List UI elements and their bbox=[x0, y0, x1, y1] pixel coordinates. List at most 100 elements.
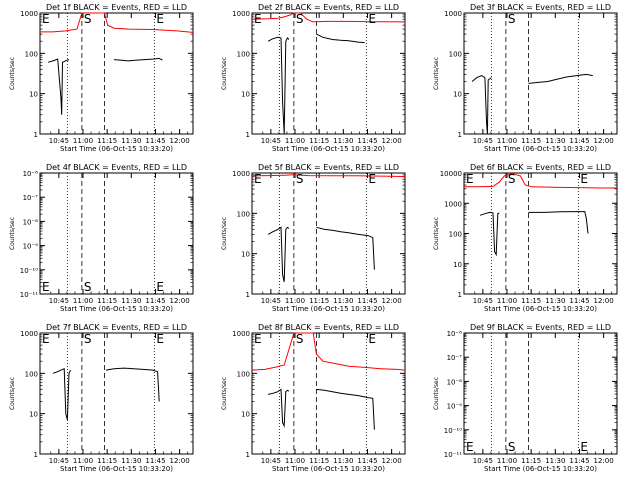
marker-label: E bbox=[368, 332, 376, 346]
x-tick-label: 11:45 bbox=[357, 297, 377, 305]
x-tick-label: 11:30 bbox=[545, 137, 565, 145]
events-series-line bbox=[316, 388, 375, 430]
marker-label: S bbox=[508, 12, 516, 26]
x-tick-label: 11:00 bbox=[497, 137, 517, 145]
y-tick-label: 1 bbox=[458, 291, 462, 299]
panel-title: Det 6f BLACK = Events, RED = LLD bbox=[470, 163, 611, 172]
x-axis-label: Start Time (06-Oct-15 10:33:20) bbox=[484, 465, 597, 473]
lld-series-line bbox=[464, 173, 617, 189]
y-tick-label: 10⁻¹⁰ bbox=[20, 267, 38, 275]
marker-label: S bbox=[296, 172, 304, 186]
x-tick-label: 10:45 bbox=[49, 297, 69, 305]
x-tick-label: 11:15 bbox=[309, 137, 329, 145]
y-tick-label: 10 bbox=[29, 411, 38, 419]
x-axis-label: Start Time (06-Oct-15 10:33:20) bbox=[272, 145, 385, 153]
y-axis-label: Counts/sec bbox=[9, 377, 16, 410]
x-tick-label: 12:00 bbox=[594, 297, 614, 305]
x-tick-label: 12:00 bbox=[170, 457, 190, 465]
x-tick-label: 12:00 bbox=[382, 297, 402, 305]
y-tick-label: 1 bbox=[34, 131, 38, 139]
y-axis-label: Counts/sec bbox=[433, 217, 440, 250]
marker-label: E bbox=[42, 332, 50, 346]
y-axis-label: Counts/sec bbox=[221, 377, 228, 410]
events-series-line bbox=[316, 33, 365, 44]
x-axis-label: Start Time (06-Oct-15 10:33:20) bbox=[272, 465, 385, 473]
x-tick-label: 10:45 bbox=[473, 457, 493, 465]
x-axis-label: Start Time (06-Oct-15 10:33:20) bbox=[484, 145, 597, 153]
y-tick-label: 10 bbox=[241, 251, 250, 259]
y-tick-label: 100 bbox=[237, 210, 250, 218]
x-tick-label: 11:45 bbox=[357, 137, 377, 145]
x-tick-label: 11:00 bbox=[497, 457, 517, 465]
y-tick-label: 100 bbox=[237, 370, 250, 378]
plot-frame bbox=[39, 172, 194, 295]
x-tick-label: 11:30 bbox=[545, 457, 565, 465]
marker-label: E bbox=[254, 12, 262, 26]
events-series-line bbox=[471, 75, 492, 135]
panel-title: Det 4f BLACK = Events, RED = LLD bbox=[46, 163, 187, 172]
x-tick-label: 10:45 bbox=[261, 457, 281, 465]
y-axis-label: Counts/sec bbox=[433, 377, 440, 410]
y-tick-label: 100 bbox=[449, 50, 462, 58]
marker-label: S bbox=[508, 172, 516, 186]
x-tick-label: 11:15 bbox=[97, 457, 117, 465]
panel-det-5: Det 5f BLACK = Events, RED = LLD Counts/s… bbox=[221, 163, 406, 313]
marker-label: E bbox=[466, 172, 474, 186]
y-tick-label: 1000 bbox=[444, 200, 462, 208]
y-tick-label: 10⁻⁹ bbox=[23, 243, 39, 251]
y-tick-label: 100 bbox=[25, 370, 38, 378]
y-axis-label: Counts/sec bbox=[9, 217, 16, 250]
x-tick-label: 11:15 bbox=[521, 137, 541, 145]
marker-label: S bbox=[296, 12, 304, 26]
marker-label: S bbox=[84, 280, 92, 294]
x-axis-label: Start Time (06-Oct-15 10:33:20) bbox=[60, 465, 173, 473]
x-tick-label: 12:00 bbox=[594, 457, 614, 465]
panel-det-7: Det 7f BLACK = Events, RED = LLD Counts/s… bbox=[9, 323, 194, 473]
panel-title: Det 8f BLACK = Events, RED = LLD bbox=[258, 323, 399, 332]
x-tick-label: 10:45 bbox=[49, 457, 69, 465]
x-tick-label: 11:45 bbox=[145, 457, 165, 465]
x-tick-label: 10:45 bbox=[473, 297, 493, 305]
x-tick-label: 11:45 bbox=[357, 457, 377, 465]
panel-det-2: Det 2f BLACK = Events, RED = LLD Counts/s… bbox=[221, 3, 406, 153]
events-series-line bbox=[105, 367, 160, 402]
panel-det-1: Det 1f BLACK = Events, RED = LLD Counts/s… bbox=[9, 3, 194, 153]
events-series-line bbox=[528, 211, 589, 234]
panel-title: Det 1f BLACK = Events, RED = LLD bbox=[46, 3, 187, 12]
y-tick-label: 10 bbox=[453, 91, 462, 99]
y-tick-label: 10⁻⁸ bbox=[23, 218, 39, 226]
y-tick-label: 1 bbox=[458, 131, 462, 139]
x-tick-label: 11:30 bbox=[333, 137, 353, 145]
marker-label: E bbox=[42, 12, 50, 26]
panel-title: Det 3f BLACK = Events, RED = LLD bbox=[470, 3, 611, 12]
y-tick-label: 10⁻⁶ bbox=[23, 170, 39, 178]
plot-frame bbox=[463, 12, 618, 135]
x-tick-label: 10:45 bbox=[473, 137, 493, 145]
y-tick-label: 100 bbox=[237, 50, 250, 58]
panel-title: Det 5f BLACK = Events, RED = LLD bbox=[258, 163, 399, 172]
marker-label: E bbox=[580, 172, 588, 186]
marker-label: S bbox=[508, 440, 516, 454]
marker-label: S bbox=[84, 12, 92, 26]
lld-series-line bbox=[251, 174, 406, 177]
y-tick-label: 100 bbox=[25, 50, 38, 58]
y-axis-label: Counts/sec bbox=[221, 217, 228, 250]
x-axis-label: Start Time (06-Oct-15 10:33:20) bbox=[272, 305, 385, 313]
marker-label: E bbox=[254, 332, 262, 346]
marker-label: E bbox=[368, 172, 376, 186]
plot-frame bbox=[463, 172, 618, 295]
x-tick-label: 11:15 bbox=[521, 457, 541, 465]
y-tick-label: 100 bbox=[449, 231, 462, 239]
x-tick-label: 11:00 bbox=[285, 457, 305, 465]
x-tick-label: 12:00 bbox=[382, 457, 402, 465]
panel-det-8: Det 8f BLACK = Events, RED = LLD Counts/s… bbox=[221, 323, 406, 473]
events-series-line bbox=[316, 226, 375, 270]
panel-title: Det 9f BLACK = Events, RED = LLD bbox=[470, 323, 611, 332]
y-tick-label: 1 bbox=[246, 131, 250, 139]
x-tick-label: 12:00 bbox=[170, 297, 190, 305]
y-tick-label: 10 bbox=[241, 411, 250, 419]
panel-det-9: Det 9f BLACK = Events, RED = LLD Counts/s… bbox=[433, 323, 618, 473]
y-tick-label: 10 bbox=[453, 261, 462, 269]
x-tick-label: 11:00 bbox=[285, 137, 305, 145]
x-tick-label: 11:00 bbox=[285, 297, 305, 305]
